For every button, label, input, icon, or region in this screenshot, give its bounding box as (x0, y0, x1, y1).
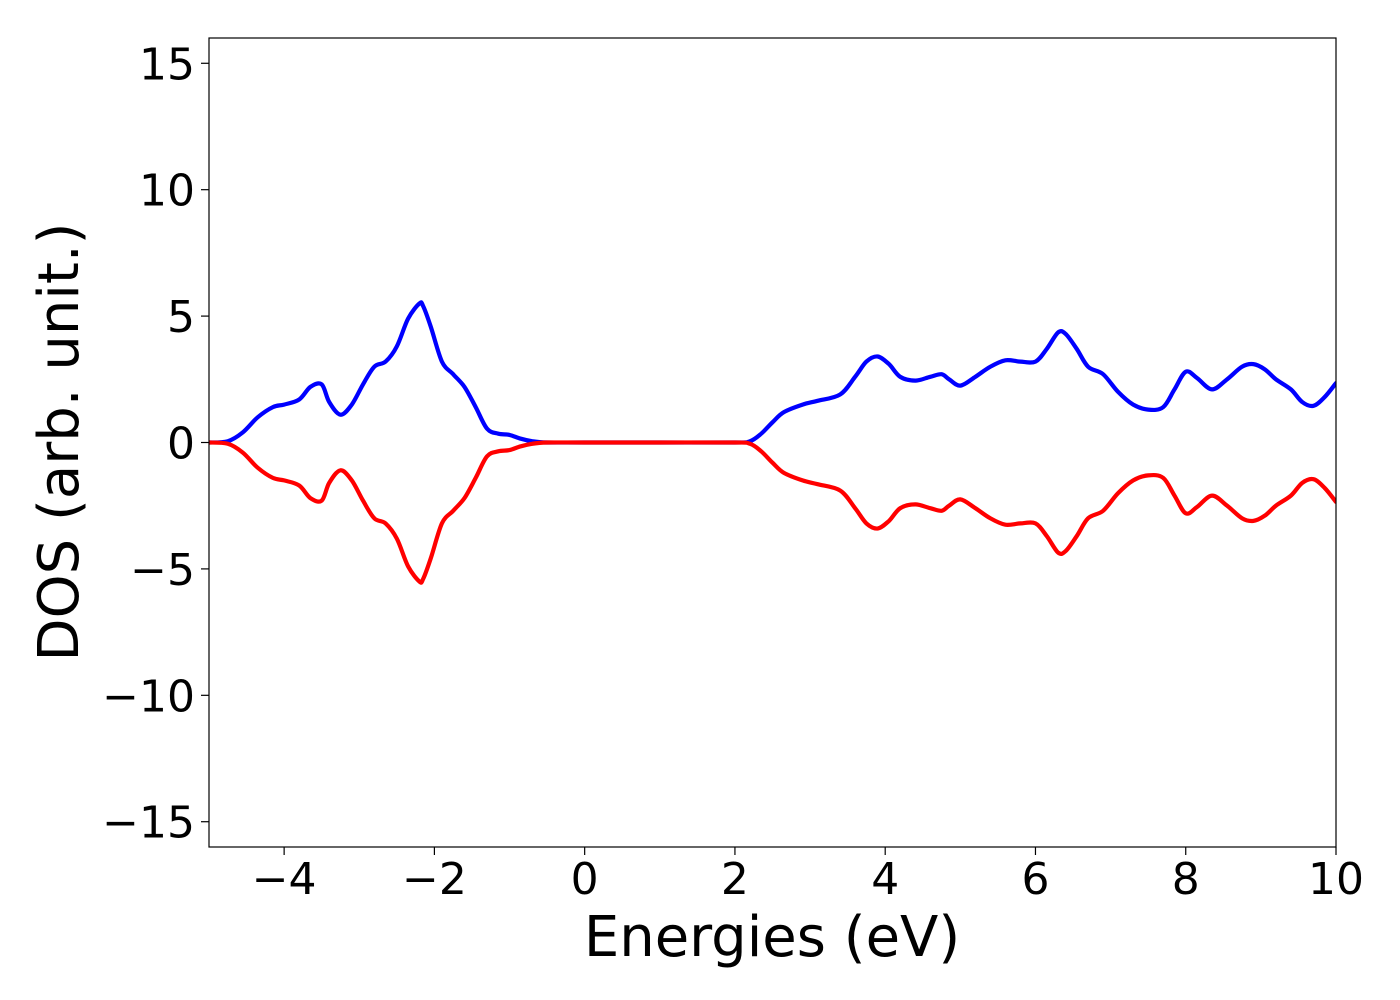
y-tick-label: −15 (102, 798, 195, 849)
dos-line-red (209, 440, 1336, 585)
x-tick-label: 4 (871, 854, 899, 905)
y-axis: 15 10 5 0 −5 −10 −15 (102, 39, 209, 849)
x-tick-label: 8 (1172, 854, 1200, 905)
y-axis-title: DOS (arb. unit.) (27, 222, 92, 661)
y-tick-label: −5 (130, 545, 195, 596)
x-axis: −4 −2 0 2 4 6 8 10 (252, 847, 1364, 905)
y-tick-label: 10 (139, 166, 195, 217)
x-tick-label: 2 (721, 854, 749, 905)
plot-frame (208, 37, 1337, 848)
y-tick-label: 15 (139, 39, 195, 90)
y-tick-label: 0 (167, 419, 195, 470)
x-tick-label: 0 (571, 854, 599, 905)
series-layer (209, 300, 1336, 585)
dos-line-blue (209, 300, 1336, 445)
y-tick-label: −10 (102, 671, 195, 722)
y-tick-label: 5 (167, 292, 195, 343)
x-tick-label: −2 (402, 854, 467, 905)
x-tick-label: −4 (252, 854, 317, 905)
x-axis-title: Energies (eV) (584, 905, 960, 970)
x-tick-label: 10 (1308, 854, 1364, 905)
x-tick-label: 6 (1021, 854, 1049, 905)
